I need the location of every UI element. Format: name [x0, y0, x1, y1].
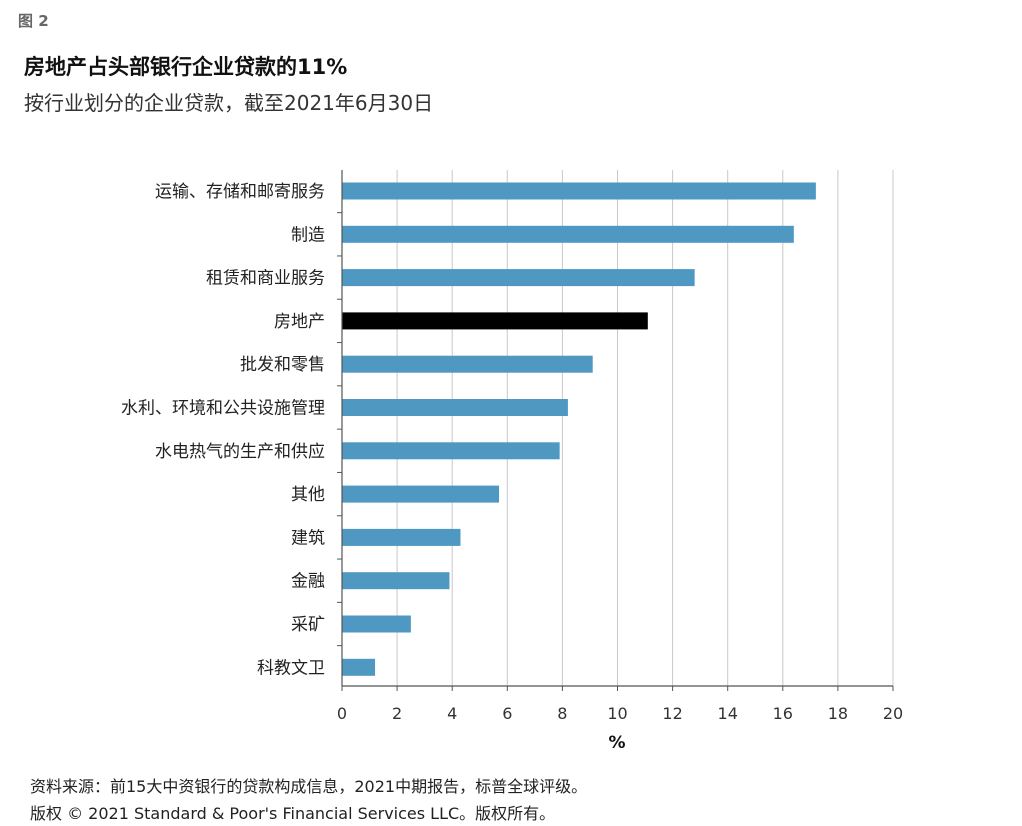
axes	[337, 170, 894, 691]
category-label: 房地产	[274, 312, 325, 332]
category-label: 运输、存储和邮寄服务	[155, 182, 325, 202]
x-tick-labels: 0 2 4 6 8 10 12 14 16 18 20	[337, 704, 903, 723]
x-tick-label: 0	[337, 704, 347, 723]
category-label: 制造	[291, 225, 325, 245]
x-axis-label: %	[608, 733, 625, 753]
gridlines	[396, 170, 894, 686]
bar	[342, 615, 411, 633]
bar	[342, 485, 500, 503]
x-tick-label: 16	[773, 704, 793, 723]
bars	[342, 182, 816, 676]
bar	[342, 225, 794, 243]
category-label: 建筑	[291, 528, 325, 548]
x-tick-label: 12	[662, 704, 682, 723]
figure-label: 图 2	[18, 12, 49, 30]
chart-title: 房地产占头部银行企业贷款的11%	[24, 55, 348, 79]
category-label: 金融	[291, 572, 325, 592]
category-label: 租赁和商业服务	[206, 269, 325, 289]
bar	[342, 182, 816, 200]
bar	[342, 658, 376, 676]
bar	[342, 269, 695, 287]
category-label: 其他	[291, 485, 325, 505]
x-tick-label: 8	[557, 704, 567, 723]
category-label: 科教文卫	[257, 658, 325, 678]
category-labels: 运输、存储和邮寄服务制造租赁和商业服务房地产批发和零售水利、环境和公共设施管理水…	[121, 182, 325, 678]
x-tick-label: 18	[828, 704, 848, 723]
bar	[342, 399, 568, 416]
bar	[342, 355, 593, 373]
x-tick-label: 2	[392, 704, 402, 723]
chart-subtitle: 按行业划分的企业贷款，截至2021年6月30日	[24, 91, 434, 115]
source-note: 资料来源：前15大中资银行的贷款构成信息，2021中期报告，标普全球评级。	[30, 777, 588, 796]
x-tick-label: 14	[718, 704, 738, 723]
copyright-note: 版权 © 2021 Standard & Poor's Financial Se…	[30, 804, 556, 823]
category-label: 水利、环境和公共设施管理	[121, 399, 325, 419]
category-label: 批发和零售	[240, 355, 325, 375]
bar	[342, 572, 450, 590]
x-tick-label: 6	[502, 704, 512, 723]
x-tick-label: 20	[883, 704, 903, 723]
x-tick-label: 10	[607, 704, 627, 723]
category-label: 采矿	[291, 615, 325, 635]
bar	[342, 312, 648, 330]
x-tick-label: 4	[447, 704, 457, 723]
category-label: 水电热气的生产和供应	[155, 442, 325, 462]
bar	[342, 442, 560, 460]
bar	[342, 528, 461, 546]
